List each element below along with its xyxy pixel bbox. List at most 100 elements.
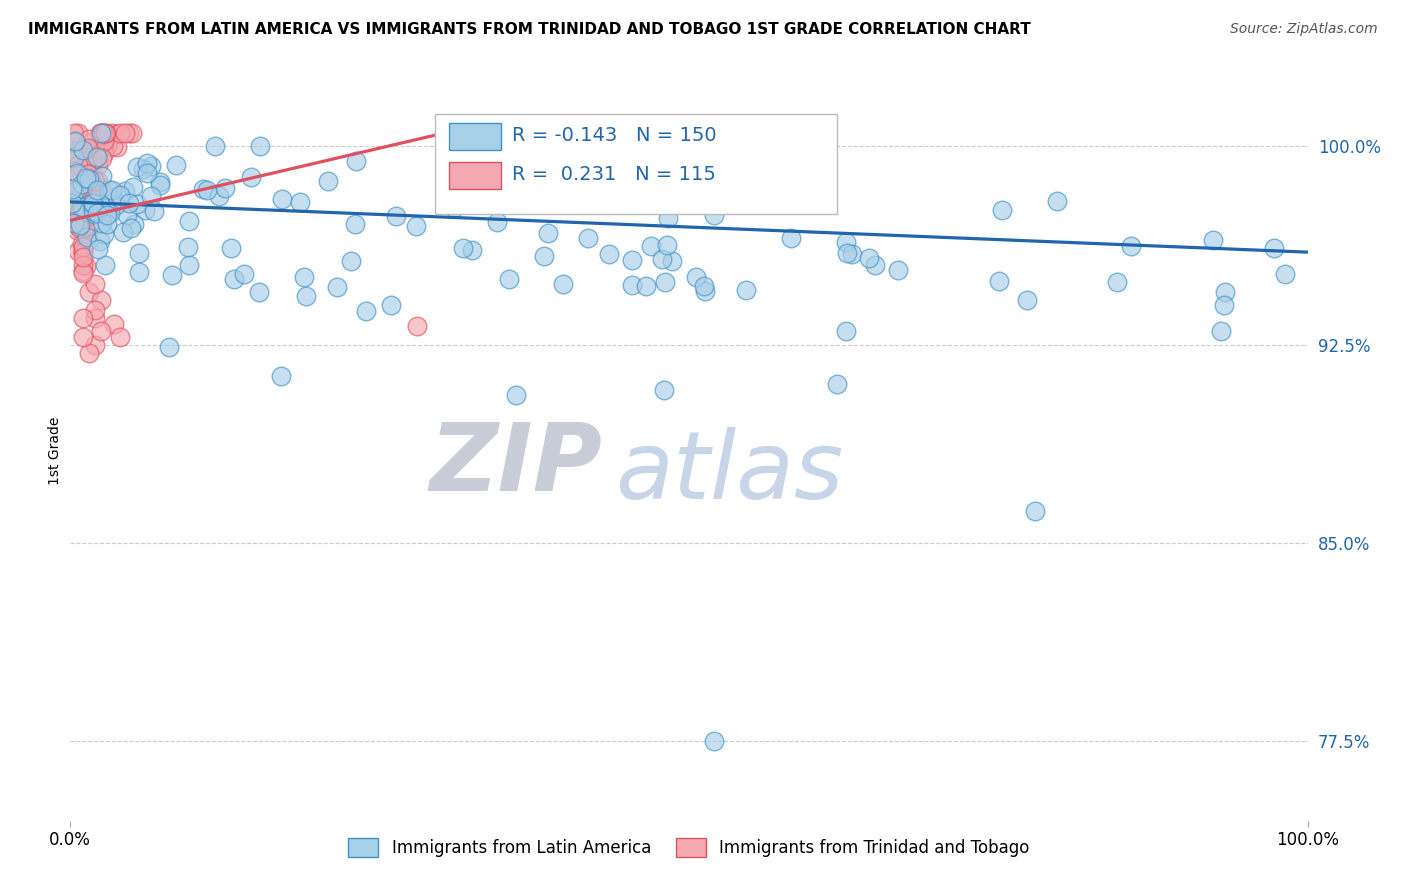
Point xyxy=(703,209,725,223)
Point xyxy=(75,149,97,163)
Point xyxy=(79,153,101,168)
Point xyxy=(114,126,136,140)
Point xyxy=(70,200,93,214)
Point xyxy=(59,172,82,186)
Point xyxy=(835,325,858,339)
Point xyxy=(191,182,214,196)
Point xyxy=(165,158,187,172)
Point xyxy=(326,279,349,293)
Point xyxy=(72,251,94,265)
Point xyxy=(77,285,100,299)
Point xyxy=(70,205,93,219)
Point xyxy=(62,182,84,196)
Point xyxy=(63,184,86,198)
Point xyxy=(67,181,90,195)
Point xyxy=(340,253,363,268)
Point xyxy=(72,167,94,181)
Y-axis label: 1st Grade: 1st Grade xyxy=(48,417,62,484)
Point xyxy=(66,158,89,172)
Point xyxy=(117,126,139,140)
Point xyxy=(128,245,150,260)
Point xyxy=(93,134,115,148)
Point xyxy=(72,311,94,326)
Point xyxy=(87,200,110,214)
Point xyxy=(72,259,94,273)
Point xyxy=(385,209,408,223)
Point xyxy=(62,216,84,230)
Point xyxy=(72,330,94,344)
Point xyxy=(75,170,97,185)
Point xyxy=(112,225,135,239)
Point xyxy=(67,217,90,231)
Point xyxy=(87,174,110,188)
Point xyxy=(67,126,90,140)
Point xyxy=(598,247,620,261)
Point xyxy=(240,170,263,185)
Point xyxy=(1202,233,1225,247)
Point xyxy=(63,134,86,148)
Point xyxy=(160,268,183,282)
Point xyxy=(661,254,683,268)
Point xyxy=(77,167,100,181)
Point xyxy=(63,145,86,160)
Point xyxy=(105,128,128,142)
Point xyxy=(214,180,236,194)
Point xyxy=(90,126,112,140)
Point xyxy=(835,245,858,260)
Point xyxy=(63,211,86,225)
Point xyxy=(80,157,103,171)
Point xyxy=(77,171,100,186)
Point xyxy=(1105,275,1128,289)
Point xyxy=(70,185,93,199)
Point xyxy=(82,196,104,211)
Point xyxy=(76,153,98,167)
Point xyxy=(651,252,673,266)
Point xyxy=(443,202,465,216)
Point xyxy=(89,131,111,145)
Point xyxy=(270,369,292,384)
Point xyxy=(103,317,125,331)
Point xyxy=(89,234,111,248)
Point xyxy=(703,734,725,748)
Point xyxy=(84,174,107,188)
Point xyxy=(83,174,105,188)
Point xyxy=(76,189,98,203)
Point xyxy=(101,183,124,197)
Point xyxy=(222,272,245,286)
Point xyxy=(67,206,90,220)
Point xyxy=(69,142,91,156)
Point xyxy=(1015,293,1038,307)
Point xyxy=(60,179,83,194)
Point xyxy=(91,216,114,230)
Point xyxy=(128,265,150,279)
Point xyxy=(405,319,427,334)
Point xyxy=(67,219,90,234)
Point xyxy=(89,126,111,140)
Point xyxy=(344,217,367,231)
Point xyxy=(83,207,105,221)
Legend: Immigrants from Latin America, Immigrants from Trinidad and Tobago: Immigrants from Latin America, Immigrant… xyxy=(342,831,1036,864)
Point xyxy=(87,158,110,172)
Point xyxy=(72,144,94,158)
Point xyxy=(77,132,100,146)
Point xyxy=(640,239,662,253)
Point xyxy=(779,231,801,245)
Point xyxy=(208,189,231,203)
Point xyxy=(72,266,94,280)
Point xyxy=(77,166,100,180)
Point xyxy=(76,141,98,155)
Point xyxy=(620,278,643,293)
Point xyxy=(91,151,114,165)
Point xyxy=(108,330,131,344)
Point xyxy=(103,139,125,153)
Point xyxy=(60,204,83,219)
Point xyxy=(143,204,166,219)
Point xyxy=(90,135,112,149)
Point xyxy=(72,263,94,277)
Point xyxy=(316,174,339,188)
Point xyxy=(93,141,115,155)
Point xyxy=(149,178,172,192)
Point xyxy=(76,230,98,244)
Text: R =  0.231   N = 115: R = 0.231 N = 115 xyxy=(512,165,716,184)
Point xyxy=(988,274,1011,288)
